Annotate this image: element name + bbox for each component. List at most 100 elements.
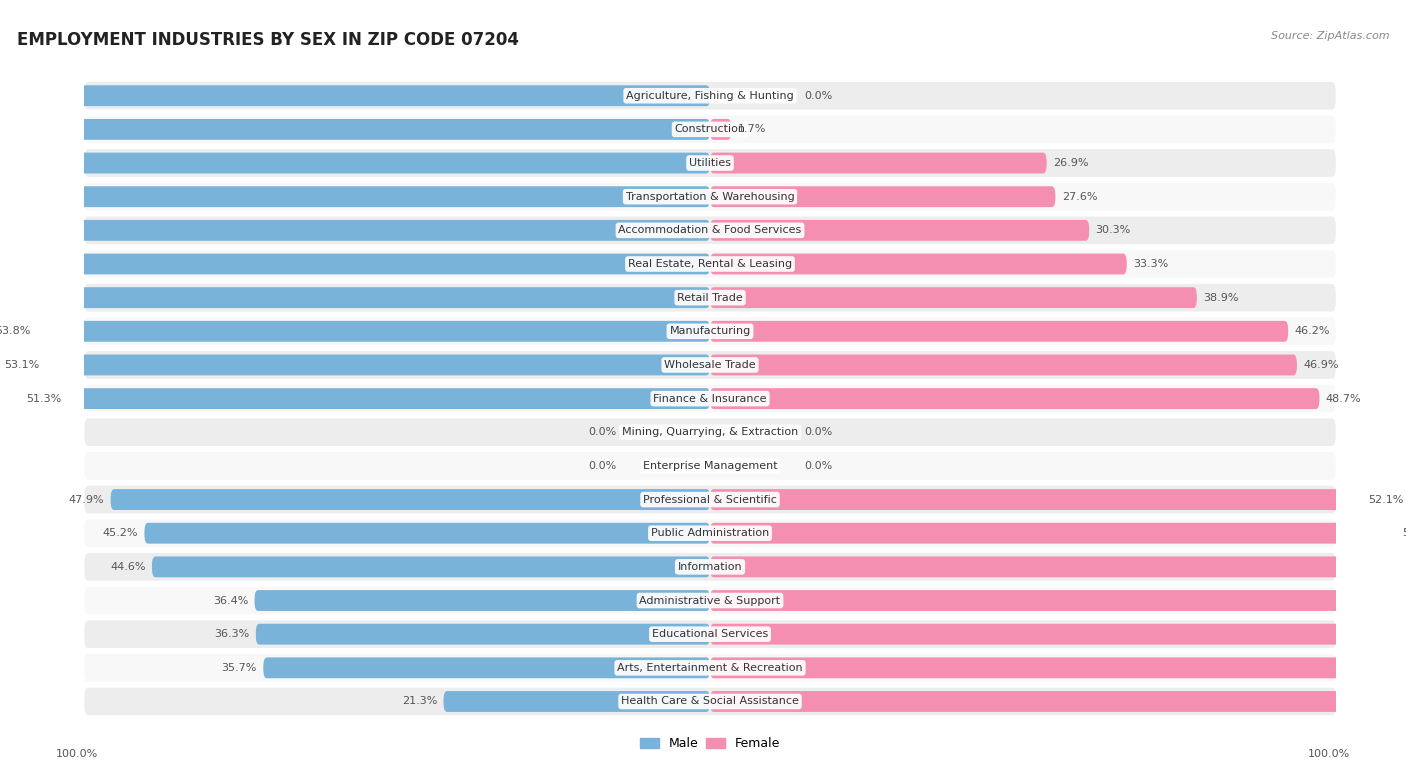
Text: Wholesale Trade: Wholesale Trade	[664, 360, 756, 370]
Text: 52.1%: 52.1%	[1368, 494, 1403, 504]
FancyBboxPatch shape	[152, 556, 710, 577]
Legend: Male, Female: Male, Female	[636, 732, 785, 755]
FancyBboxPatch shape	[84, 620, 1336, 648]
FancyBboxPatch shape	[710, 186, 1056, 207]
FancyBboxPatch shape	[443, 691, 710, 712]
Text: 53.8%: 53.8%	[0, 326, 31, 336]
Text: Public Administration: Public Administration	[651, 528, 769, 539]
Text: Arts, Entertainment & Recreation: Arts, Entertainment & Recreation	[617, 663, 803, 673]
FancyBboxPatch shape	[710, 388, 1319, 409]
FancyBboxPatch shape	[0, 254, 710, 275]
FancyBboxPatch shape	[84, 587, 1336, 615]
Text: 100.0%: 100.0%	[56, 749, 98, 759]
Text: 47.9%: 47.9%	[69, 494, 104, 504]
FancyBboxPatch shape	[710, 254, 1126, 275]
FancyBboxPatch shape	[710, 287, 1197, 308]
Text: 44.6%: 44.6%	[110, 562, 146, 572]
FancyBboxPatch shape	[111, 489, 710, 510]
FancyBboxPatch shape	[37, 320, 710, 341]
FancyBboxPatch shape	[84, 317, 1336, 345]
Text: 35.7%: 35.7%	[222, 663, 257, 673]
Text: Accommodation & Food Services: Accommodation & Food Services	[619, 225, 801, 235]
Text: 48.7%: 48.7%	[1326, 393, 1361, 404]
FancyBboxPatch shape	[84, 183, 1336, 210]
FancyBboxPatch shape	[710, 556, 1403, 577]
FancyBboxPatch shape	[45, 355, 710, 376]
Text: Construction: Construction	[675, 124, 745, 134]
FancyBboxPatch shape	[84, 418, 1336, 446]
Text: 30.3%: 30.3%	[1095, 225, 1130, 235]
FancyBboxPatch shape	[84, 250, 1336, 278]
FancyBboxPatch shape	[254, 590, 710, 611]
Text: Source: ZipAtlas.com: Source: ZipAtlas.com	[1271, 31, 1389, 41]
FancyBboxPatch shape	[145, 523, 710, 544]
Text: 46.9%: 46.9%	[1303, 360, 1339, 370]
Text: 0.0%: 0.0%	[804, 91, 832, 101]
FancyBboxPatch shape	[710, 355, 1296, 376]
Text: Agriculture, Fishing & Hunting: Agriculture, Fishing & Hunting	[626, 91, 794, 101]
Text: Real Estate, Rental & Leasing: Real Estate, Rental & Leasing	[628, 259, 792, 269]
FancyBboxPatch shape	[710, 590, 1406, 611]
Text: 0.0%: 0.0%	[588, 461, 616, 471]
Text: Health Care & Social Assistance: Health Care & Social Assistance	[621, 697, 799, 706]
Text: 27.6%: 27.6%	[1062, 192, 1097, 202]
FancyBboxPatch shape	[0, 287, 710, 308]
FancyBboxPatch shape	[256, 624, 710, 645]
FancyBboxPatch shape	[84, 553, 1336, 580]
Text: Utilities: Utilities	[689, 158, 731, 168]
FancyBboxPatch shape	[84, 149, 1336, 177]
FancyBboxPatch shape	[67, 388, 710, 409]
Text: Finance & Insurance: Finance & Insurance	[654, 393, 766, 404]
FancyBboxPatch shape	[0, 119, 710, 140]
FancyBboxPatch shape	[710, 489, 1362, 510]
FancyBboxPatch shape	[84, 452, 1336, 480]
Text: 46.2%: 46.2%	[1295, 326, 1330, 336]
Text: 26.9%: 26.9%	[1053, 158, 1088, 168]
Text: 0.0%: 0.0%	[804, 428, 832, 437]
FancyBboxPatch shape	[710, 523, 1396, 544]
Text: EMPLOYMENT INDUSTRIES BY SEX IN ZIP CODE 07204: EMPLOYMENT INDUSTRIES BY SEX IN ZIP CODE…	[17, 31, 519, 49]
Text: Mining, Quarrying, & Extraction: Mining, Quarrying, & Extraction	[621, 428, 799, 437]
FancyBboxPatch shape	[710, 153, 1046, 174]
Text: 53.1%: 53.1%	[4, 360, 39, 370]
FancyBboxPatch shape	[84, 486, 1336, 514]
Text: 36.4%: 36.4%	[212, 595, 249, 605]
FancyBboxPatch shape	[84, 82, 1336, 109]
Text: 0.0%: 0.0%	[804, 461, 832, 471]
FancyBboxPatch shape	[0, 186, 710, 207]
Text: Administrative & Support: Administrative & Support	[640, 595, 780, 605]
Text: Information: Information	[678, 562, 742, 572]
Text: Educational Services: Educational Services	[652, 629, 768, 639]
Text: 21.3%: 21.3%	[402, 697, 437, 706]
FancyBboxPatch shape	[0, 153, 710, 174]
FancyBboxPatch shape	[0, 85, 710, 106]
FancyBboxPatch shape	[84, 654, 1336, 681]
FancyBboxPatch shape	[84, 519, 1336, 547]
FancyBboxPatch shape	[84, 385, 1336, 412]
Text: 100.0%: 100.0%	[1308, 749, 1350, 759]
Text: 1.7%: 1.7%	[738, 124, 766, 134]
Text: 54.8%: 54.8%	[1402, 528, 1406, 539]
FancyBboxPatch shape	[710, 624, 1406, 645]
FancyBboxPatch shape	[710, 119, 731, 140]
FancyBboxPatch shape	[84, 688, 1336, 715]
FancyBboxPatch shape	[84, 116, 1336, 144]
Text: 38.9%: 38.9%	[1204, 293, 1239, 303]
FancyBboxPatch shape	[84, 217, 1336, 244]
FancyBboxPatch shape	[0, 220, 710, 241]
FancyBboxPatch shape	[710, 657, 1406, 678]
Text: 45.2%: 45.2%	[103, 528, 138, 539]
Text: Enterprise Management: Enterprise Management	[643, 461, 778, 471]
FancyBboxPatch shape	[84, 284, 1336, 311]
Text: 51.3%: 51.3%	[27, 393, 62, 404]
Text: Professional & Scientific: Professional & Scientific	[643, 494, 778, 504]
FancyBboxPatch shape	[710, 691, 1406, 712]
Text: 36.3%: 36.3%	[214, 629, 249, 639]
Text: Retail Trade: Retail Trade	[678, 293, 742, 303]
Text: 33.3%: 33.3%	[1133, 259, 1168, 269]
FancyBboxPatch shape	[710, 320, 1288, 341]
Text: 0.0%: 0.0%	[588, 428, 616, 437]
FancyBboxPatch shape	[84, 352, 1336, 379]
Text: Manufacturing: Manufacturing	[669, 326, 751, 336]
FancyBboxPatch shape	[263, 657, 710, 678]
